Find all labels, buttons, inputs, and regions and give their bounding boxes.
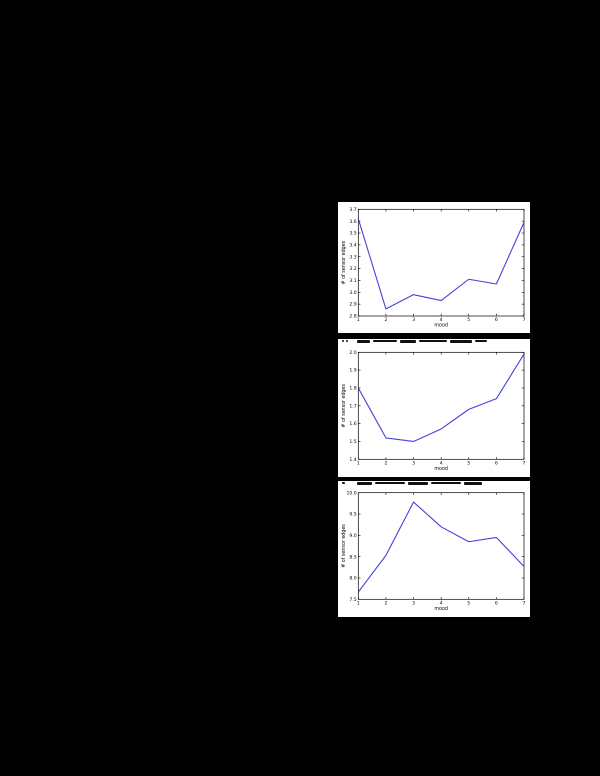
chart-svg: 1 2 3 4 5 6 7 1.4 1.5 1.6 1.7 1.8 1.9 2.0 mood # of sen… — [341, 350, 526, 472]
svg-text:1.6: 1.6 — [349, 421, 356, 427]
svg-text:3.4: 3.4 — [349, 242, 356, 248]
svg-text:2.0: 2.0 — [349, 350, 356, 356]
svg-text:7: 7 — [523, 461, 526, 467]
svg-text:9.5: 9.5 — [349, 512, 356, 518]
svg-text:3.5: 3.5 — [349, 231, 356, 237]
svg-text:4: 4 — [440, 461, 443, 467]
svg-text:1: 1 — [357, 317, 360, 323]
y-axis-label: # of sensor edges — [341, 524, 347, 568]
y-axis-label: # of sensor edges — [341, 240, 347, 284]
x-axis-label: mood — [434, 323, 448, 329]
svg-text:5: 5 — [467, 317, 470, 323]
svg-text:5: 5 — [467, 461, 470, 467]
svg-text:8.0: 8.0 — [349, 576, 356, 582]
svg-text:5: 5 — [467, 601, 470, 607]
svg-text:3.2: 3.2 — [349, 266, 356, 272]
svg-text:1.5: 1.5 — [349, 439, 356, 445]
svg-text:1.7: 1.7 — [349, 403, 356, 409]
svg-text:3.6: 3.6 — [349, 219, 356, 225]
svg-text:1: 1 — [357, 601, 360, 607]
svg-text:3: 3 — [412, 461, 415, 467]
svg-text:2: 2 — [384, 317, 387, 323]
x-axis-label: mood — [434, 606, 448, 612]
svg-text:8.5: 8.5 — [349, 554, 356, 560]
svg-text:7: 7 — [523, 601, 526, 607]
svg-text:2.9: 2.9 — [349, 302, 356, 308]
svg-text:1: 1 — [357, 461, 360, 467]
svg-text:2: 2 — [384, 461, 387, 467]
svg-text:6: 6 — [495, 461, 498, 467]
svg-text:4: 4 — [440, 601, 443, 607]
svg-text:2: 2 — [384, 601, 387, 607]
svg-text:1.4: 1.4 — [349, 457, 356, 463]
svg-text:7: 7 — [523, 317, 526, 323]
svg-text:3: 3 — [412, 317, 415, 323]
x-axis-label: mood — [434, 466, 448, 472]
svg-text:6: 6 — [495, 317, 498, 323]
chart-svg: 1 2 3 4 5 6 7 7.5 8.0 8.5 9.0 9.5 10.0 mood # of senso… — [341, 490, 526, 612]
line-chart-sensor-edges-vs-mood-2: 1 2 3 4 5 6 7 1.4 1.5 1.6 1.7 1.8 1.9 2.0 mood # of sen… — [338, 339, 530, 477]
svg-text:3.0: 3.0 — [349, 290, 356, 296]
line-chart-sensor-edges-vs-mood-3: 1 2 3 4 5 6 7 7.5 8.0 8.5 9.0 9.5 10.0 mood # of senso… — [338, 481, 530, 617]
svg-text:3.3: 3.3 — [349, 254, 356, 260]
svg-text:2.8: 2.8 — [349, 314, 356, 320]
svg-text:6: 6 — [495, 601, 498, 607]
svg-text:3.1: 3.1 — [349, 278, 356, 284]
svg-text:3.7: 3.7 — [349, 207, 356, 213]
clipped-text-fragment — [338, 481, 530, 485]
y-axis-label: # of sensor edges — [341, 383, 347, 427]
svg-text:1.9: 1.9 — [349, 368, 356, 374]
svg-text:7.5: 7.5 — [349, 597, 356, 603]
svg-text:9.0: 9.0 — [349, 533, 356, 539]
data-line — [357, 501, 525, 593]
figure-panel-middle: 1 2 3 4 5 6 7 1.4 1.5 1.6 1.7 1.8 1.9 2.0 mood # of sen… — [338, 339, 530, 477]
svg-text:4: 4 — [440, 317, 443, 323]
figure-panel-bottom: 1 2 3 4 5 6 7 7.5 8.0 8.5 9.0 9.5 10.0 mood # of senso… — [338, 481, 530, 617]
data-line — [357, 353, 525, 443]
svg-text:1.8: 1.8 — [349, 386, 356, 392]
svg-text:10.0: 10.0 — [346, 490, 356, 496]
clipped-text-fragment — [338, 339, 530, 343]
figure-panel-top: 1 2 3 4 5 6 7 2.8 2.9 3.0 3.1 3.2 3.3 3.4 3.5 3.6 3.7 moo… — [338, 202, 530, 333]
data-line — [357, 218, 525, 310]
line-chart-sensor-edges-vs-mood-1: 1 2 3 4 5 6 7 2.8 2.9 3.0 3.1 3.2 3.3 3.4 3.5 3.6 3.7 moo… — [338, 202, 530, 333]
svg-text:3: 3 — [412, 601, 415, 607]
chart-svg: 1 2 3 4 5 6 7 2.8 2.9 3.0 3.1 3.2 3.3 3.4 3.5 3.6 3.7 moo… — [341, 207, 526, 329]
